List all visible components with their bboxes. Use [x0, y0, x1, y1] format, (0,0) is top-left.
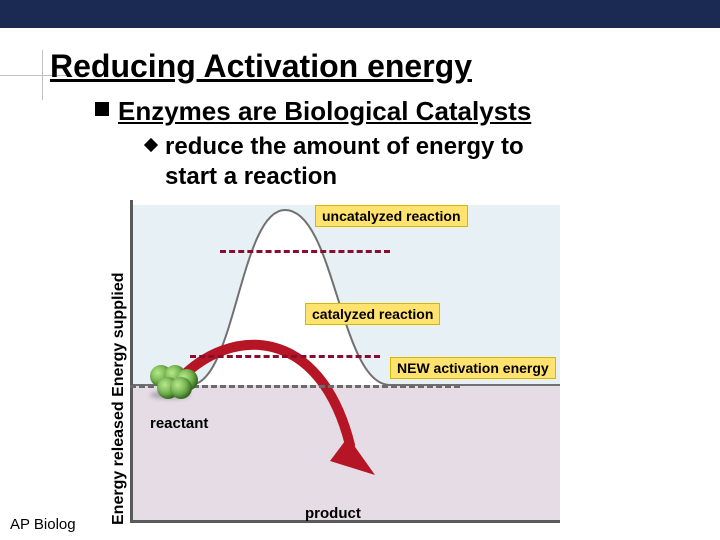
label-uncatalyzed: uncatalyzed reaction [315, 205, 468, 227]
body-line-1: reduce the amount of energy to [165, 133, 524, 160]
body-text: reduce the amount of energy to start a r… [165, 132, 524, 192]
bullet-square-icon [95, 102, 109, 116]
footer-text: AP Biolog [10, 516, 76, 533]
label-reactant: reactant [150, 415, 208, 432]
crosshair-vertical [42, 50, 43, 100]
y-axis-label: Energy released Energy supplied [110, 272, 128, 525]
reactant-ball [170, 377, 192, 399]
bullet-diamond-icon [144, 138, 158, 152]
uncatalyzed-peak-line [220, 250, 390, 253]
top-bar [0, 0, 720, 28]
body-line-2: start a reaction [165, 163, 337, 190]
energy-diagram: Energy released Energy supplied uncataly… [90, 205, 560, 535]
catalyzed-peak-line [190, 355, 380, 358]
slide-title: Reducing Activation energy [50, 48, 472, 85]
label-product: product [305, 505, 361, 522]
y-axis [130, 200, 133, 520]
label-new-activation: NEW activation energy [390, 357, 556, 379]
label-catalyzed: catalyzed reaction [305, 303, 440, 325]
y-label-released: Energy released [110, 401, 127, 525]
slide-subtitle: Enzymes are Biological Catalysts [118, 96, 531, 127]
y-label-supplied: Energy supplied [110, 272, 127, 396]
